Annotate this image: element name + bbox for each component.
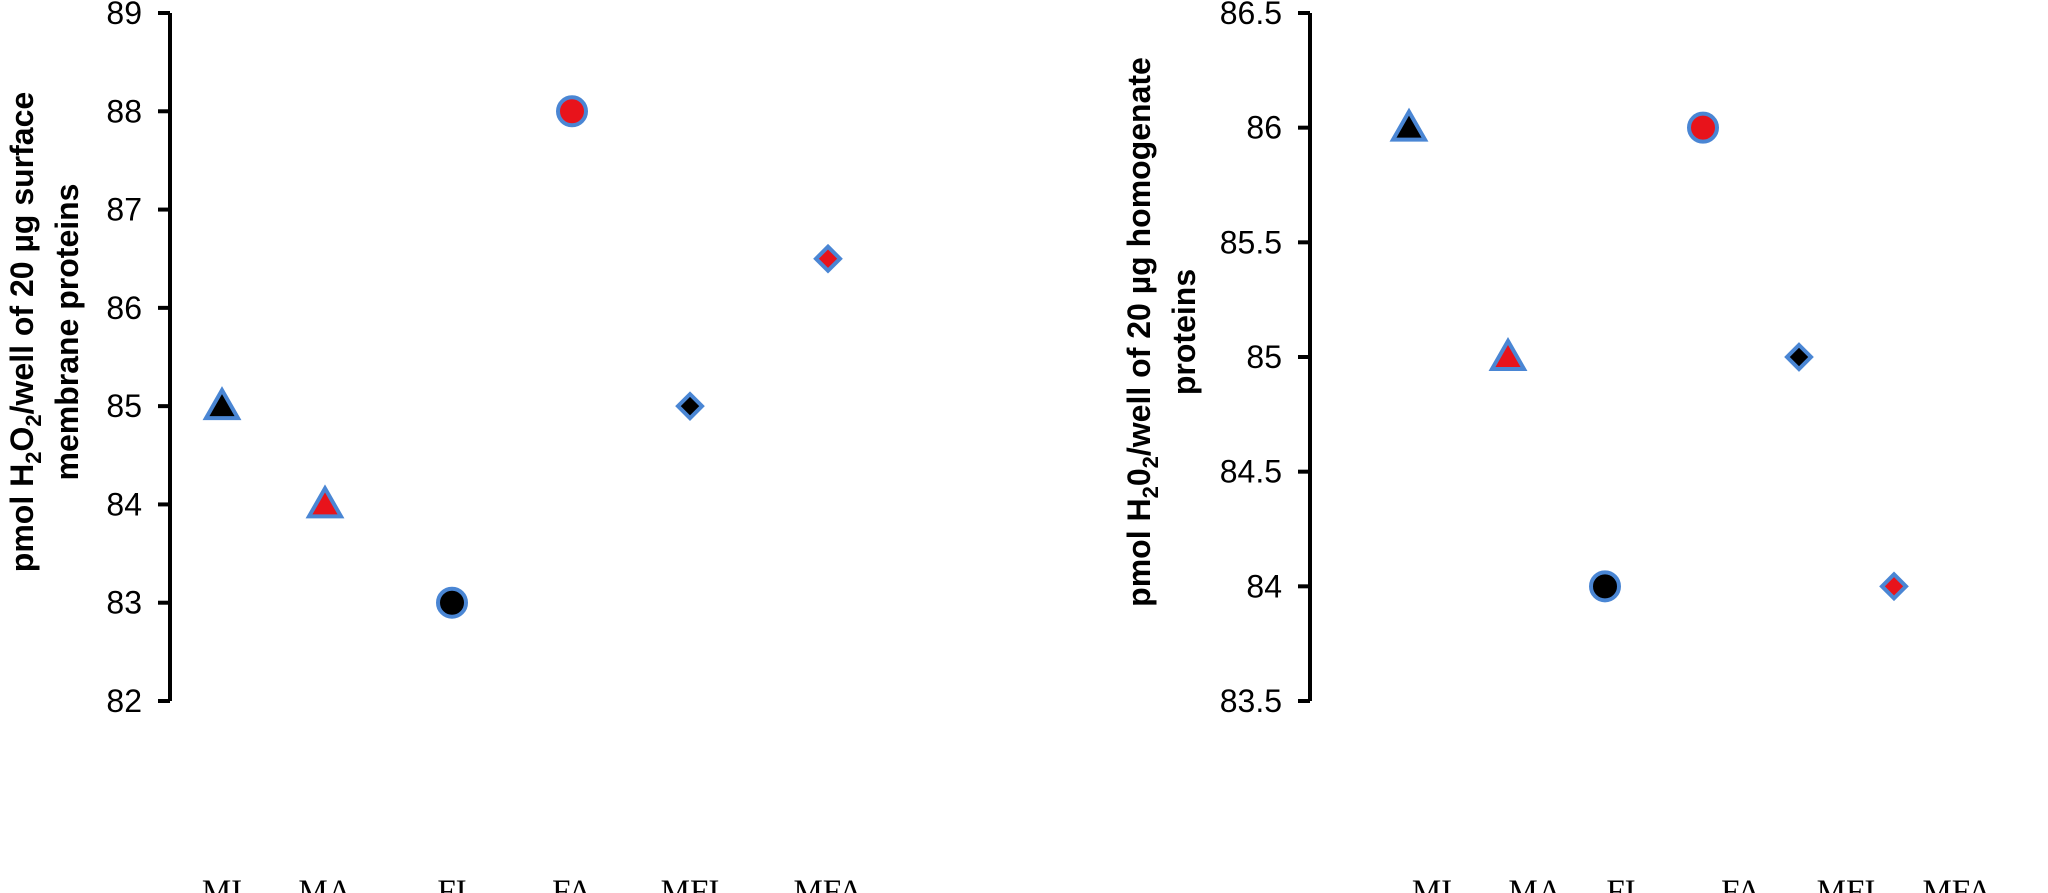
data-point-mfi	[675, 391, 705, 421]
y-tick-label: 86	[106, 290, 142, 326]
y-axis-label-line-1: pmol H2O2/well of 20 µg surface	[4, 92, 46, 572]
y-tick-label: 82	[106, 683, 142, 719]
y-tick-label: 85.5	[1220, 224, 1282, 260]
data-point-mfa	[813, 243, 843, 274]
data-point-mfi	[1784, 342, 1814, 372]
y-tick-label: 84	[106, 486, 142, 522]
data-point-mi	[202, 386, 242, 421]
data-point-mi	[1389, 107, 1429, 142]
data-point-fa	[1687, 111, 1719, 144]
y-tick-label: 88	[106, 93, 142, 129]
y-tick-label: 86.5	[1220, 0, 1282, 31]
y-axis-label-line-2: proteins	[1166, 269, 1202, 395]
y-tick-label: 86	[1246, 110, 1282, 146]
category-label-fa: FA	[1721, 874, 1761, 893]
category-label-ma: MA	[1508, 874, 1561, 893]
category-label-mi: MI	[1412, 874, 1452, 893]
y-tick-label: 83	[106, 585, 142, 621]
data-point-mfa	[1879, 571, 1909, 602]
category-label-fi: FI	[1606, 874, 1635, 893]
data-point-fa	[556, 95, 588, 128]
y-tick-label: 84.5	[1220, 454, 1282, 490]
category-label-mfi: MFI	[661, 874, 720, 893]
y-tick-label: 85	[106, 388, 142, 424]
category-label-mi: MI	[202, 874, 242, 893]
category-label-fa: FA	[552, 874, 592, 893]
category-label-mfa: MFA	[793, 874, 862, 893]
category-label-mfa: MFA	[1922, 874, 1991, 893]
category-label-fi: FI	[437, 874, 466, 893]
y-tick-label: 89	[106, 0, 142, 31]
y-tick-label: 85	[1246, 339, 1282, 375]
data-point-fi	[436, 586, 468, 619]
y-tick-label: 83.5	[1220, 683, 1282, 719]
right-panel: 83.5 84 84.5 85 85.5 86 86.5 MI MA FI FA MFI MFA pmol…	[1121, 0, 1992, 893]
y-tick-label: 87	[106, 192, 142, 228]
category-label-ma: MA	[298, 874, 351, 893]
category-label-mfi: MFI	[1817, 874, 1876, 893]
data-point-ma	[305, 484, 345, 519]
data-point-fi	[1589, 570, 1621, 603]
y-axis-label-line-2: membrane proteins	[49, 184, 85, 481]
y-axis-label-line-1: pmol H202/well of 20 µg homogenate	[1121, 57, 1163, 607]
data-point-ma	[1488, 336, 1528, 371]
left-panel: 82 83 84 85 86 87 88 89 MI MA FI FA MFI MFA pmol H2O2/…	[4, 0, 863, 893]
y-tick-label: 84	[1246, 568, 1282, 604]
